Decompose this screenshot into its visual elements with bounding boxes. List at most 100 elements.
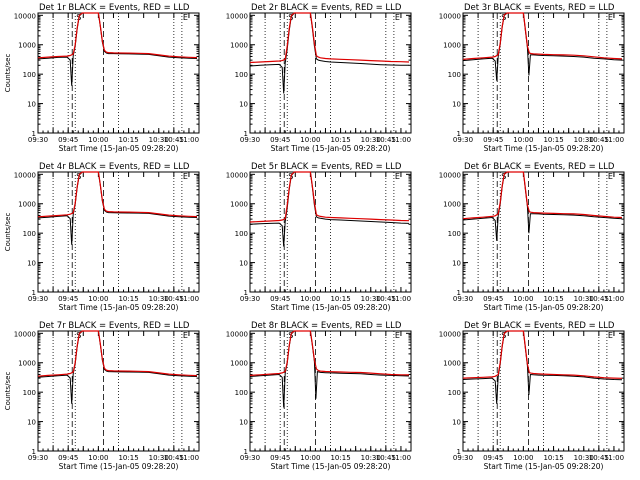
series-line-events — [249, 12, 409, 94]
time-marker-label: E — [183, 13, 188, 22]
y-tick-label: 10000 — [14, 12, 36, 20]
x-tick-label: 10:00 — [300, 136, 320, 144]
x-tick-label: 10:00 — [513, 454, 533, 462]
y-tick-label: 100 — [235, 389, 248, 397]
detector-panel-8: 1 10 100 1000 10000 09:30 09:45 10:00 10:15 10:30… — [226, 321, 412, 471]
detector-panel-3: 1 10 100 1000 10000 09:30 09:45 10:00 10:15 10:30… — [439, 3, 625, 153]
time-marker-label: E — [395, 13, 400, 22]
y-tick-label: 1000 — [18, 42, 36, 50]
y-tick-label: 1000 — [443, 201, 461, 209]
y-tick-label: 1 — [244, 130, 248, 138]
y-tick-label: 1000 — [18, 360, 36, 368]
y-axis-label: Counts/sec — [4, 213, 12, 252]
y-tick-label: 1000 — [443, 360, 461, 368]
x-tick-label: 10:00 — [300, 454, 320, 462]
x-tick-label: 10:30 — [361, 295, 381, 303]
y-tick-label: 10 — [239, 101, 248, 109]
y-tick-label: 10 — [452, 101, 461, 109]
x-axis-label: Start Time (15-Jan-05 09:28:20) — [59, 144, 179, 153]
x-tick-label: 11:00 — [604, 295, 624, 303]
x-tick-label: 10:30 — [361, 136, 381, 144]
x-tick-label: 11:00 — [391, 454, 411, 462]
y-tick-label: 100 — [235, 71, 248, 79]
x-tick-label: 10:15 — [330, 454, 350, 462]
x-tick-label: 09:30 — [240, 454, 260, 462]
series-line-events — [462, 330, 623, 404]
time-marker-label: E — [183, 331, 188, 340]
detector-panel-4: 1 10 100 1000 10000 09:30 09:45 10:00 10:15 10:30… — [4, 162, 200, 312]
x-tick-label: 10:30 — [574, 136, 594, 144]
x-tick-label: 09:45 — [270, 454, 290, 462]
x-tick-label: 10:15 — [543, 136, 563, 144]
x-tick-label: 10:45 — [164, 454, 184, 462]
detector-panel-9: 1 10 100 1000 10000 09:30 09:45 10:00 10:15 10:30… — [439, 321, 625, 471]
y-tick-label: 10 — [27, 101, 36, 109]
x-axis-label: Start Time (15-Jan-05 09:28:20) — [484, 303, 604, 312]
x-tick-label: 11:00 — [391, 136, 411, 144]
series-line-lld — [37, 12, 198, 59]
y-tick-label: 1 — [457, 289, 461, 297]
y-tick-label: 100 — [23, 230, 36, 238]
detector-panel-2: 1 10 100 1000 10000 09:30 09:45 10:00 10:15 10:30… — [226, 3, 412, 153]
x-tick-label: 09:45 — [483, 295, 503, 303]
y-tick-label: 10 — [239, 260, 248, 268]
series-line-lld — [462, 12, 623, 60]
y-tick-label: 10000 — [14, 171, 36, 179]
y-tick-label: 100 — [448, 389, 461, 397]
x-tick-label: 10:15 — [118, 454, 138, 462]
series-line-events — [249, 171, 410, 247]
x-tick-label: 09:30 — [453, 136, 473, 144]
panel-title: Det 1r BLACK = Events, RED = LLD — [39, 3, 190, 13]
y-tick-label: 1 — [32, 448, 36, 456]
series-line-lld — [249, 171, 410, 223]
x-tick-label: 09:30 — [453, 295, 473, 303]
y-tick-label: 1000 — [230, 201, 248, 209]
x-tick-label: 10:30 — [574, 454, 594, 462]
y-tick-label: 10 — [452, 419, 461, 427]
series-line-events — [462, 171, 623, 241]
y-tick-label: 1000 — [18, 201, 36, 209]
x-axis-label: Start Time (15-Jan-05 09:28:20) — [484, 144, 604, 153]
x-tick-label: 10:45 — [376, 454, 396, 462]
y-tick-label: 10000 — [439, 330, 461, 338]
y-tick-label: 1 — [457, 448, 461, 456]
y-tick-label: 100 — [23, 71, 36, 79]
y-tick-label: 100 — [235, 230, 248, 238]
panel-title: Det 9r BLACK = Events, RED = LLD — [464, 321, 615, 331]
x-tick-label: 09:45 — [58, 295, 78, 303]
series-line-lld — [37, 330, 198, 377]
panel-title: Det 4r BLACK = Events, RED = LLD — [39, 162, 190, 172]
x-tick-label: 10:45 — [589, 454, 609, 462]
y-tick-label: 10 — [27, 419, 36, 427]
panel-title: Det 3r BLACK = Events, RED = LLD — [464, 3, 615, 13]
x-tick-label: 09:45 — [483, 136, 503, 144]
y-tick-label: 10000 — [226, 330, 248, 338]
x-tick-label: 11:00 — [604, 454, 624, 462]
y-axis-label: Counts/sec — [4, 54, 12, 93]
x-tick-label: 10:45 — [164, 136, 184, 144]
x-tick-label: 11:00 — [179, 295, 199, 303]
series-line-lld — [462, 330, 623, 379]
series-line-events — [249, 330, 410, 408]
x-axis-label: Start Time (15-Jan-05 09:28:20) — [484, 462, 604, 471]
y-tick-label: 1 — [32, 289, 36, 297]
time-marker-label: E — [183, 172, 188, 181]
time-marker-label: E — [608, 13, 613, 22]
x-tick-label: 10:30 — [149, 136, 169, 144]
series-line-lld — [462, 171, 623, 220]
x-axis-label: Start Time (15-Jan-05 09:28:20) — [271, 303, 391, 312]
y-tick-label: 100 — [23, 389, 36, 397]
time-marker-label: E — [395, 172, 400, 181]
series-line-events — [37, 171, 198, 245]
time-marker-label: E — [395, 331, 400, 340]
y-tick-label: 10000 — [226, 171, 248, 179]
x-tick-label: 11:00 — [604, 136, 624, 144]
series-line-events — [37, 330, 198, 404]
y-tick-label: 1000 — [230, 42, 248, 50]
x-tick-label: 10:15 — [330, 295, 350, 303]
y-tick-label: 10 — [239, 419, 248, 427]
y-tick-label: 100 — [448, 71, 461, 79]
x-tick-label: 11:00 — [179, 136, 199, 144]
x-tick-label: 10:00 — [88, 295, 108, 303]
